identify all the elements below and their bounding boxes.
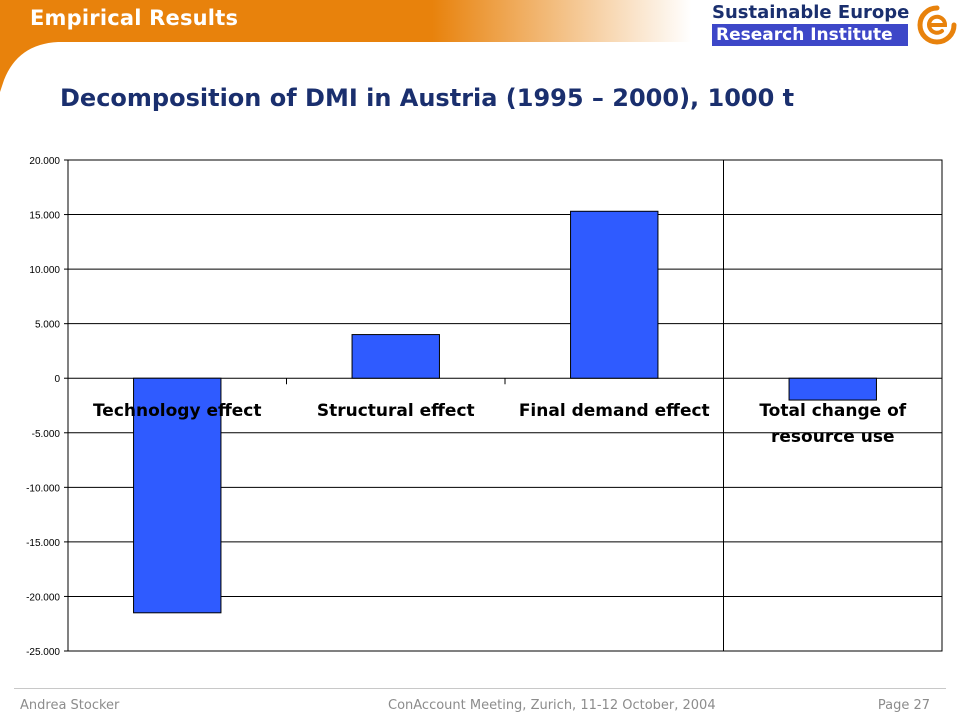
category-label: Final demand effect bbox=[519, 401, 710, 421]
y-tick-label: 0 bbox=[54, 374, 60, 385]
slide-title: Decomposition of DMI in Austria (1995 – … bbox=[60, 84, 795, 112]
y-tick-label: 20.000 bbox=[29, 156, 60, 167]
footer-divider bbox=[14, 688, 946, 689]
bar bbox=[788, 377, 877, 401]
y-tick-label: -15.000 bbox=[26, 538, 60, 549]
y-tick-label: 15.000 bbox=[29, 211, 60, 222]
y-tick-label: 5.000 bbox=[35, 320, 60, 331]
y-tick-label: 10.000 bbox=[29, 265, 60, 276]
banner-shape bbox=[0, 0, 960, 92]
sustainable-europe-logo: Sustainable Europe Research Institute bbox=[708, 2, 960, 48]
header-banner bbox=[0, 0, 960, 92]
y-tick-label: -20.000 bbox=[26, 592, 60, 603]
footer-page-number: Page 27 bbox=[877, 698, 930, 713]
logo-text-line2: Research Institute bbox=[716, 25, 893, 45]
spiral-e-icon bbox=[917, 5, 957, 45]
section-title: Empirical Results bbox=[30, 6, 239, 30]
footer-meeting: ConAccount Meeting, Zurich, 11-12 Octobe… bbox=[388, 698, 716, 713]
category-label: Technology effect bbox=[93, 401, 262, 421]
category-label: Structural effect bbox=[317, 401, 475, 421]
logo-text-line2-box: Research Institute bbox=[712, 24, 908, 46]
category-label: Total change of bbox=[759, 401, 906, 421]
bar bbox=[570, 210, 659, 379]
footer-author: Andrea Stocker bbox=[20, 698, 120, 713]
y-tick-label: -10.000 bbox=[26, 483, 60, 494]
y-tick-label: -5.000 bbox=[32, 429, 61, 440]
bar-chart: 20.000 15.000 10.000 5.000 0 -5.000 -10.000 -15… bbox=[26, 156, 943, 658]
category-label: resource use bbox=[771, 427, 894, 447]
bar bbox=[351, 334, 440, 379]
y-tick-label: -25.000 bbox=[26, 647, 60, 658]
logo-text-line1: Sustainable Europe bbox=[712, 2, 910, 23]
bar bbox=[133, 377, 222, 614]
